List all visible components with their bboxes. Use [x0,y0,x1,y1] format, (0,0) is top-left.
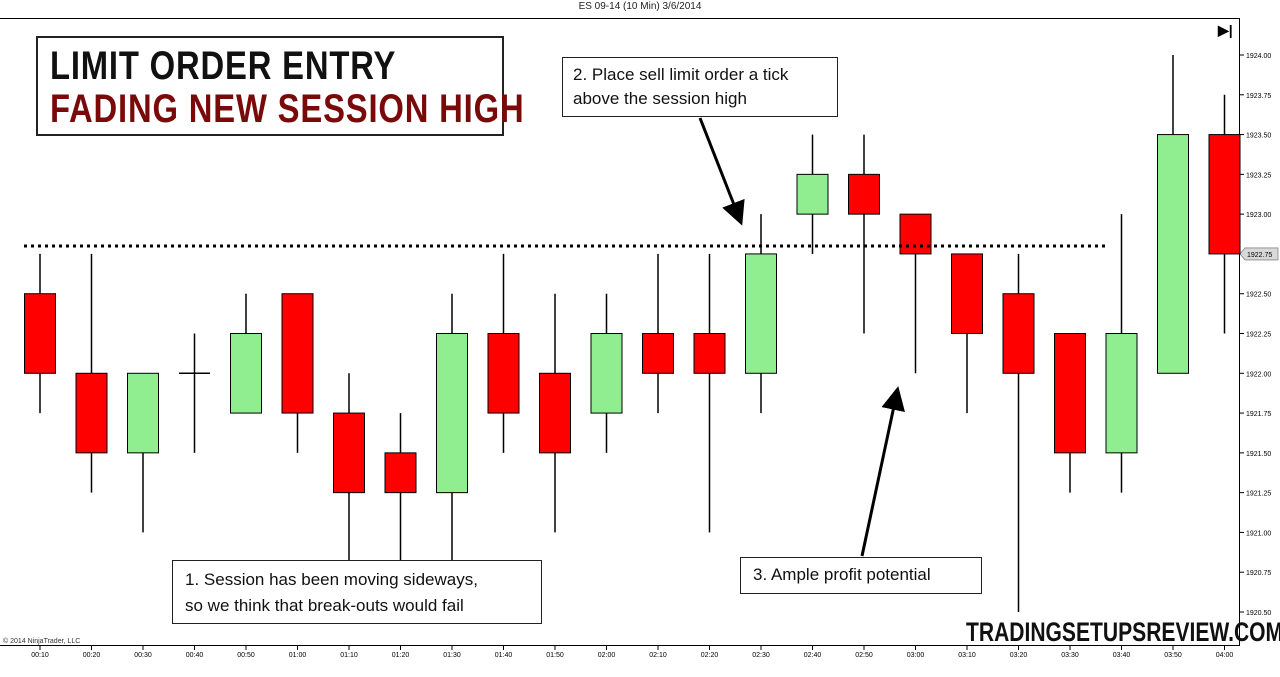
x-tick-label: 02:40 [804,652,822,659]
y-tick-label: 1920.75 [1246,570,1271,577]
x-tick-label: 01:00 [289,652,307,659]
candle-body-bullish [1105,333,1138,454]
candle-body-bearish [1002,293,1035,374]
x-tick-label: 01:50 [546,652,564,659]
current-price-label: 1922.75 [1247,252,1272,259]
y-tick-label: 1921.50 [1246,451,1271,458]
candle-body-bearish [693,333,726,374]
x-tick-label: 01:10 [340,652,358,659]
y-tick-label: 1923.25 [1246,172,1271,179]
arrow-to-order-level [698,117,745,226]
title-line-1: LIMIT ORDER ENTRY [50,44,397,88]
candle-body-bearish [951,253,983,334]
y-tick-label: 1920.50 [1246,610,1271,617]
y-tick-label: 1923.75 [1246,93,1271,100]
window-title: ES 09-14 (10 Min) 3/6/2014 [578,1,702,12]
current-price-tag [1239,247,1279,261]
x-tick-label: 01:20 [392,652,410,659]
annotation-sideways-session: 1. Session has been moving sideways, so … [172,560,542,624]
annotation-line: 2. Place sell limit order a tick [573,65,789,84]
x-tick-label: 00:50 [237,652,255,659]
candle-body-bullish [1157,134,1189,374]
candle-body-bearish [24,293,56,374]
y-tick-label: 1921.25 [1246,491,1271,498]
annotation-place-order: 2. Place sell limit order a tick above t… [562,57,838,117]
copyright-text: © 2014 NinjaTrader, LLC [3,638,81,645]
annotation-line: above the session high [573,89,747,108]
x-tick-label: 02:10 [649,652,667,659]
x-tick-label: 01:40 [495,652,513,659]
x-tick-label: 00:40 [186,652,204,659]
candle-body-bearish [899,213,932,255]
x-tick-label: 03:10 [958,652,976,659]
x-tick-label: 00:10 [31,652,49,659]
y-tick-label: 1921.75 [1246,411,1271,418]
candle-body-bullish [230,333,262,414]
title-line-2: FADING NEW SESSION HIGH [50,87,525,131]
candle-body-bullish [127,372,159,454]
arrow-to-profit-target [860,386,905,557]
brand-watermark: TRADINGSETUPSREVIEW.COM [966,617,1280,647]
candle-body-bullish [745,253,777,374]
y-tick-label: 1923.50 [1246,133,1271,140]
chart-title-box: LIMIT ORDER ENTRY FADING NEW SESSION HIG… [36,36,524,136]
candle-body-bearish [1208,134,1241,255]
y-tick-label: 1922.50 [1246,292,1271,299]
candle-body-bearish [333,412,365,494]
candle-body-bearish [1054,333,1086,454]
annotation-line: 3. Ample profit potential [753,565,931,584]
candle-body-bearish [642,333,674,374]
candle-body-bullish [436,333,468,494]
plot-area [0,18,1240,646]
x-tick-label: 04:00 [1216,652,1234,659]
candle-body-bearish [848,173,880,215]
y-tick-label: 1923.00 [1246,212,1271,219]
candle-body-bearish [539,372,571,454]
candle-body-bearish [487,333,520,414]
x-tick-label: 02:20 [701,652,719,659]
y-tick-label: 1924.00 [1246,53,1271,60]
candle-body-bearish [75,372,108,454]
x-tick-label: 03:30 [1061,652,1079,659]
annotation-line: so we think that break-outs would fail [185,596,464,615]
annotation-line: 1. Session has been moving sideways, [185,570,478,589]
x-tick-label: 03:20 [1010,652,1028,659]
candle-body-bearish [384,452,417,494]
x-tick-label: 03:40 [1113,652,1131,659]
candle-body-bullish [590,333,623,414]
y-tick-label: 1921.00 [1246,530,1271,537]
x-tick-label: 03:00 [907,652,925,659]
candle-body-bearish [281,293,314,414]
x-tick-label: 00:30 [134,652,152,659]
scroll-to-end-icon[interactable]: ▶| [1218,22,1233,38]
candle-body-bullish [796,173,829,215]
x-tick-label: 02:30 [752,652,770,659]
y-tick-label: 1922.00 [1246,371,1271,378]
x-tick-label: 02:50 [855,652,873,659]
y-tick-label: 1922.25 [1246,332,1271,339]
annotation-profit-potential: 3. Ample profit potential [740,557,982,594]
x-tick-label: 00:20 [83,652,101,659]
x-tick-label: 03:50 [1164,652,1182,659]
x-tick-label: 02:00 [598,652,616,659]
x-tick-label: 01:30 [443,652,461,659]
